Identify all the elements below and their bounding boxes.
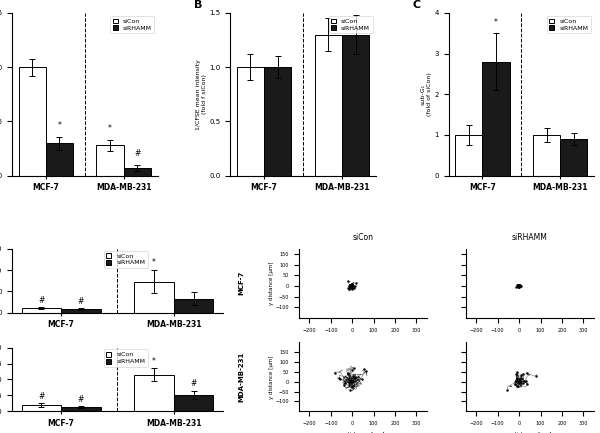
Text: MDA-MB-231: MDA-MB-231 (238, 352, 244, 402)
Bar (97, 145, 124, 176)
Text: *: * (108, 124, 112, 133)
Text: C: C (412, 0, 420, 10)
Text: *: * (58, 121, 61, 130)
Bar (61, 407, 101, 411)
Bar (22, 405, 61, 411)
Bar (124, 168, 151, 176)
Y-axis label: y distance [µm]: y distance [µm] (269, 262, 274, 305)
Bar (61, 309, 101, 313)
Text: #: # (77, 297, 84, 306)
Bar (22, 308, 61, 313)
Text: B: B (194, 0, 202, 10)
Y-axis label: y distance [µm]: y distance [µm] (269, 355, 274, 398)
Title: siRHAMM: siRHAMM (512, 233, 548, 242)
Bar (46, 143, 73, 176)
X-axis label: x distance [µm]: x distance [µm] (508, 432, 551, 433)
Legend: siCon, siRHAMM: siCon, siRHAMM (104, 349, 148, 367)
X-axis label: x distance [µm]: x distance [µm] (341, 432, 385, 433)
Legend: siCon, siRHAMM: siCon, siRHAMM (547, 16, 591, 33)
Text: #: # (38, 296, 44, 305)
Y-axis label: 1/CFSE mean intensity
(fold f siCon): 1/CFSE mean intensity (fold f siCon) (196, 59, 206, 130)
Y-axis label: sub-G₁
(fold of siCon): sub-G₁ (fold of siCon) (421, 72, 431, 116)
Bar (134, 282, 174, 313)
Bar (314, 35, 342, 176)
Text: *: * (494, 18, 498, 27)
Bar (482, 62, 509, 176)
Legend: siCon, siRHAMM: siCon, siRHAMM (329, 16, 373, 33)
Text: #: # (38, 392, 44, 401)
Bar (237, 67, 264, 176)
Text: #: # (77, 395, 84, 404)
Title: siCon: siCon (352, 233, 373, 242)
Legend: siCon, siRHAMM: siCon, siRHAMM (110, 16, 154, 33)
Bar (134, 375, 174, 411)
Text: *: * (152, 259, 156, 268)
Text: *: * (152, 357, 156, 366)
Bar (560, 139, 587, 176)
Text: MCF-7: MCF-7 (238, 271, 244, 295)
Text: #: # (190, 379, 197, 388)
Legend: siCon, siRHAMM: siCon, siRHAMM (104, 251, 148, 268)
Bar (174, 395, 213, 411)
Bar (342, 35, 369, 176)
Bar (264, 67, 292, 176)
Bar (455, 135, 482, 176)
Bar (533, 135, 560, 176)
Bar (19, 67, 46, 176)
Text: #: # (134, 149, 140, 158)
Bar (174, 299, 213, 313)
